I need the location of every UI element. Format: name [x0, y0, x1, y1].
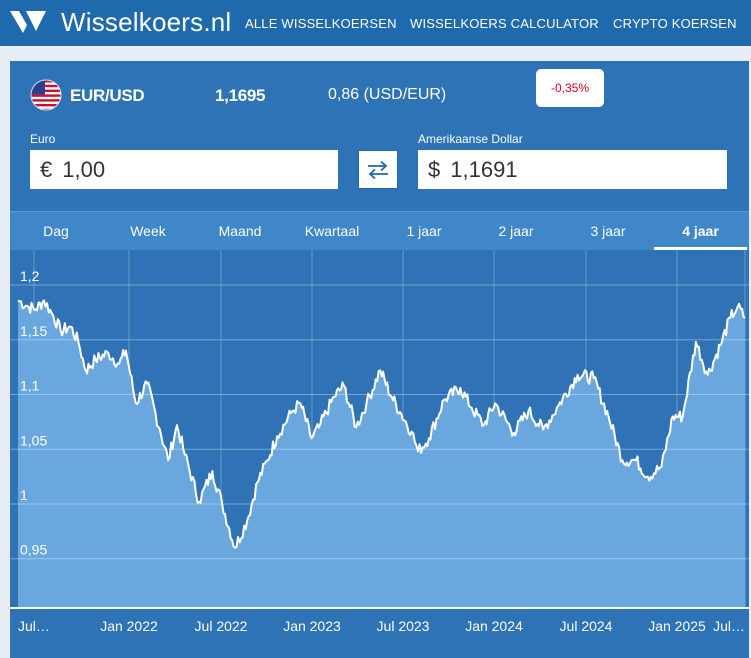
- x-tick-label: Jul…: [713, 618, 745, 634]
- currency-pair: EUR/USD: [70, 86, 145, 105]
- currency-card: EUR/USD 1,1695 0,86 (USD/EUR) -0,35% Eur…: [10, 61, 749, 658]
- x-tick-label: Jan 2025: [648, 618, 706, 634]
- x-axis: Jul… Jan 2022 Jul 2022 Jan 2023 Jul 2023 Jan …: [18, 618, 745, 634]
- change-badge: -0,35%: [536, 69, 604, 107]
- tab-month[interactable]: Maand: [218, 223, 262, 239]
- euro-symbol: €: [40, 156, 53, 182]
- rate-chart[interactable]: 1,2 1,15 1,1 1,05 1 0,95: [10, 250, 749, 614]
- current-rate: 1,1695: [215, 86, 266, 105]
- y-tick-label: 1,1: [20, 378, 40, 394]
- tab-4-years[interactable]: 4 jaar: [654, 212, 747, 250]
- from-amount-value: 1,00: [62, 156, 106, 182]
- us-flag-icon: [30, 79, 62, 111]
- change-percentage: -0,35%: [550, 81, 590, 95]
- from-currency-label: Euro: [30, 132, 56, 146]
- tab-2-years[interactable]: 2 jaar: [498, 223, 534, 239]
- nav-all-exchange-rates[interactable]: ALLE WISSELKOERSEN: [245, 16, 397, 31]
- nav-crypto-rates[interactable]: CRYPTO KOERSEN: [613, 16, 737, 31]
- logo-icon[interactable]: [10, 11, 46, 35]
- x-tick-label: Jul 2024: [560, 618, 613, 634]
- tab-quarter[interactable]: Kwartaal: [304, 223, 360, 239]
- y-tick-label: 0,95: [20, 542, 47, 558]
- tab-1-year[interactable]: 1 jaar: [406, 223, 442, 239]
- x-tick-label: Jul…: [18, 618, 50, 634]
- y-tick-label: 1,15: [20, 323, 47, 339]
- y-tick-label: 1,05: [20, 432, 47, 448]
- x-tick-label: Jan 2022: [100, 618, 158, 634]
- tab-day[interactable]: Dag: [43, 223, 69, 239]
- to-amount-value: 1,1691: [450, 156, 518, 182]
- inverse-rate: 0,86 (USD/EUR): [328, 86, 447, 103]
- to-amount-input[interactable]: $ 1,1691: [418, 150, 727, 189]
- rate-chart-svg: 1,2 1,15 1,1 1,05 1 0,95: [10, 250, 749, 609]
- from-amount-input[interactable]: € 1,00: [30, 150, 338, 189]
- rate-line: [17, 299, 746, 549]
- x-tick-label: Jul 2022: [195, 618, 248, 634]
- x-tick-label: Jan 2023: [283, 618, 341, 634]
- y-tick-label: 1: [20, 487, 28, 503]
- tab-week[interactable]: Week: [130, 223, 166, 239]
- to-currency-label: Amerikaanse Dollar: [418, 132, 523, 146]
- top-navigation-bar: Wisselkoers.nl ALLE WISSELKOERSEN WISSEL…: [0, 0, 751, 46]
- y-tick-label: 1,2: [20, 268, 40, 284]
- swap-currencies-button[interactable]: [358, 150, 398, 189]
- tab-3-years[interactable]: 3 jaar: [590, 223, 626, 239]
- period-tabs: Dag Week Maand Kwartaal 1 jaar 2 jaar 3 …: [10, 211, 749, 251]
- nav-exchange-rate-calculator[interactable]: WISSELKOERS CALCULATOR: [410, 16, 599, 31]
- swap-arrows-icon: [368, 160, 388, 179]
- brand-name[interactable]: Wisselkoers.nl: [61, 7, 232, 37]
- x-tick-label: Jan 2024: [465, 618, 523, 634]
- x-axis-band: Jul… Jan 2022 Jul 2022 Jan 2023 Jul 2023 Jan …: [10, 609, 749, 658]
- dollar-symbol: $: [428, 156, 441, 182]
- rate-area: [18, 300, 745, 608]
- x-tick-label: Jul 2023: [377, 618, 430, 634]
